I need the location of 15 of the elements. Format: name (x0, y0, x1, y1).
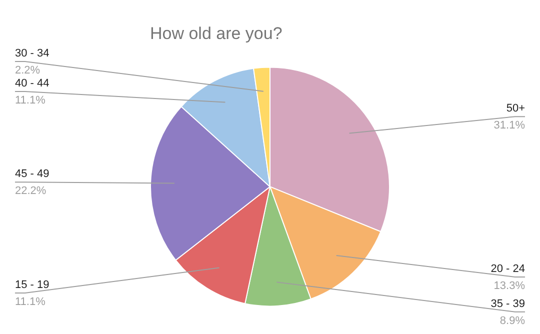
slice-label: 50+ (506, 102, 525, 115)
data-label: 8.9% (500, 314, 526, 327)
data-label: 2.2% (15, 64, 40, 77)
slice-label: 30 - 34 (15, 48, 50, 60)
slice-label: 15 - 19 (15, 279, 50, 292)
data-label: 11.1% (15, 94, 46, 107)
slice-label: 20 - 24 (490, 263, 525, 276)
data-label: 11.1% (15, 296, 46, 308)
data-label: 13.3% (494, 280, 526, 292)
slice-label: 40 - 44 (15, 78, 50, 90)
slice-label: 35 - 39 (490, 298, 525, 310)
data-label: 31.1% (494, 120, 526, 132)
chart-title: How old are you? (150, 24, 282, 43)
data-label: 22.2% (15, 185, 46, 198)
slice-label: 45 - 49 (15, 168, 50, 180)
